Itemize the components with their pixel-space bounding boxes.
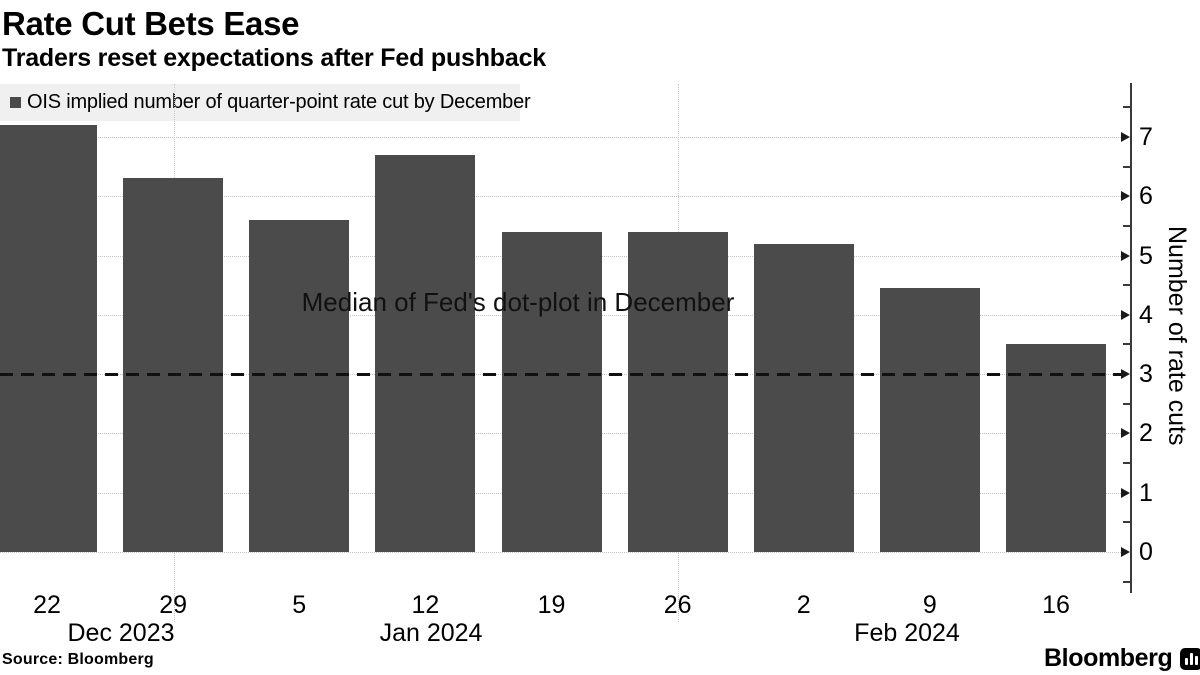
y-tick-arrow-icon (1121, 428, 1130, 439)
x-tick-label: 9 (922, 591, 937, 619)
gridline-y-0 (0, 552, 1121, 553)
chart-subtitle: Traders reset expectations after Fed pus… (2, 44, 546, 72)
bar-9 (879, 288, 980, 552)
y-axis-line (1130, 83, 1132, 593)
y-tick-arrow-icon (1121, 369, 1130, 380)
y-tick-label: 0 (1139, 538, 1153, 566)
bar-2 (753, 243, 854, 552)
x-tick-label: 5 (292, 591, 307, 619)
y-tick-arrow-icon (1121, 131, 1130, 142)
y-minor-tick (1123, 343, 1131, 346)
y-tick-label: 6 (1139, 182, 1153, 211)
y-tick-arrow-icon (1121, 250, 1130, 261)
y-axis-title: Number of rate cuts (1163, 226, 1191, 446)
y-minor-tick (1123, 402, 1131, 405)
chart-title: Rate Cut Bets Ease (2, 5, 300, 42)
bar-29 (123, 178, 224, 552)
y-tick-label: 3 (1139, 360, 1153, 389)
bar-26 (627, 231, 728, 552)
y-minor-tick (1123, 284, 1131, 287)
x-tick-label: 29 (159, 591, 188, 619)
y-tick-arrow-icon (1121, 487, 1130, 498)
x-tick-label: 16 (1042, 591, 1070, 619)
y-minor-tick (1123, 165, 1131, 168)
x-tick-label: 12 (411, 591, 440, 619)
bar-16 (1006, 344, 1106, 552)
bar-22 (0, 125, 97, 552)
bar-19 (501, 231, 602, 552)
x-month-label: Jan 2024 (379, 619, 483, 647)
x-tick-label: 2 (796, 591, 811, 619)
y-tick-label: 7 (1139, 122, 1153, 151)
x-tick-label: 19 (537, 591, 566, 619)
bloomberg-logo-text: Bloomberg (1044, 644, 1173, 672)
y-tick-label: 5 (1139, 241, 1153, 270)
y-tick-arrow-icon (1121, 309, 1130, 320)
bar-5 (249, 219, 350, 552)
y-tick-label: 2 (1139, 419, 1153, 448)
x-month-label: Feb 2024 (854, 619, 960, 647)
legend-swatch-icon (10, 97, 21, 108)
x-month-label: Dec 2023 (67, 619, 175, 647)
x-tick-label: 22 (33, 591, 61, 619)
reference-dashed-line (0, 373, 1121, 377)
bloomberg-logo: Bloomberg (1044, 644, 1200, 673)
y-minor-tick (1123, 224, 1131, 227)
source-note: Source: Bloomberg (2, 651, 154, 668)
y-tick-arrow-icon (1121, 191, 1130, 202)
y-minor-tick (1123, 462, 1131, 465)
gridline-y-6 (0, 196, 1121, 198)
y-minor-tick (1123, 106, 1131, 109)
y-minor-tick (1123, 521, 1131, 524)
gridline-y-7 (0, 136, 1121, 138)
y-minor-tick (1123, 580, 1131, 583)
y-tick-arrow-icon (1121, 547, 1130, 557)
bar-12 (375, 154, 476, 552)
legend-label: OIS implied number of quarter-point rate… (27, 91, 531, 113)
y-tick-label: 1 (1139, 478, 1153, 507)
reference-line-annotation: Median of Fed's dot-plot in December (301, 287, 735, 317)
y-tick-label: 4 (1139, 300, 1153, 329)
legend: OIS implied number of quarter-point rate… (0, 84, 531, 121)
bar-chart-icon (1180, 647, 1200, 670)
x-tick-label: 26 (663, 591, 692, 619)
